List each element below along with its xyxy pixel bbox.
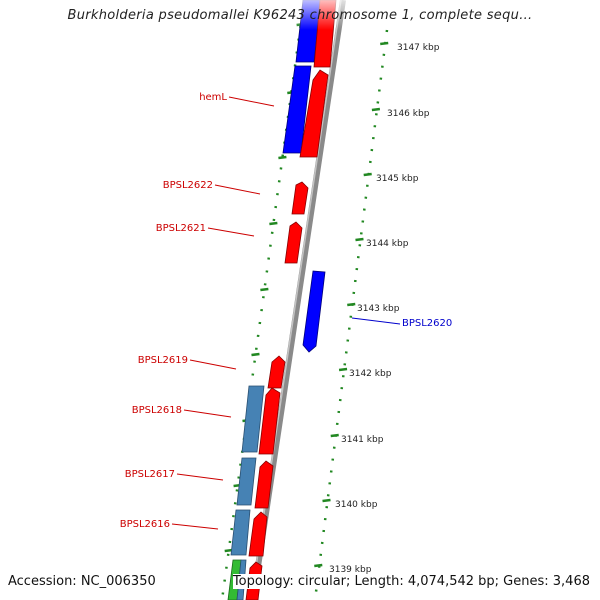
BPSL2618-gene[interactable] (258, 387, 281, 455)
BPSL2617-gene[interactable] (254, 460, 274, 509)
gene-label-BPSL2616[interactable]: BPSL2616 (120, 519, 170, 530)
accession-label: Accession: NC_006350 (8, 574, 156, 589)
feature-block-steelblue[interactable] (241, 385, 265, 453)
BPSL2616-leader (171, 523, 219, 530)
BPSL2620-leader (351, 317, 401, 325)
hemL-leader (228, 96, 275, 107)
feature-block-steelblue[interactable] (230, 509, 251, 556)
major-tick (338, 367, 348, 372)
major-tick (314, 563, 323, 568)
gene-label-BPSL2620[interactable]: BPSL2620 (402, 318, 452, 329)
BPSL2621-gene[interactable] (284, 221, 303, 264)
BPSL2619-leader (189, 359, 237, 370)
tick-label: 3144 kbp (366, 239, 409, 249)
gene-label-BPSL2622[interactable]: BPSL2622 (163, 180, 213, 191)
gene-label-BPSL2621[interactable]: BPSL2621 (156, 223, 206, 234)
major-tick (347, 302, 356, 307)
tick-labels: 3147 kbp 3146 kbp 3145 kbp 3144 kbp 3143… (329, 43, 440, 575)
tick-label: 3139 kbp (329, 565, 372, 575)
tick-label: 3142 kbp (349, 369, 392, 379)
tick-label: 3143 kbp (357, 304, 400, 314)
BPSL2621-leader (207, 227, 255, 237)
hemL-gene[interactable] (299, 69, 329, 158)
BPSL2618-leader (183, 409, 232, 418)
tick-label: 3140 kbp (335, 500, 378, 510)
major-tick (363, 172, 372, 177)
gene-labels: hemL BPSL2622 BPSL2621 BPSL2620 BPSL2619… (120, 92, 453, 530)
tick-label: 3147 kbp (397, 43, 440, 53)
gene-label-BPSL2619[interactable]: BPSL2619 (138, 355, 188, 366)
topology-label: Topology: circular; Length: 4,074,542 bp… (232, 574, 590, 589)
major-tick (371, 107, 381, 112)
major-tick (355, 237, 364, 242)
feature-track (227, 0, 337, 600)
BPSL2617-leader (176, 473, 224, 481)
tick-label: 3145 kbp (376, 174, 419, 184)
BPSL2619-gene[interactable] (267, 355, 286, 389)
major-tick (322, 498, 331, 503)
BPSL2616-gene[interactable] (248, 511, 268, 557)
label-leader-lines (171, 96, 401, 530)
feature-block-steelblue[interactable] (236, 457, 257, 506)
BPSL2622-gene[interactable] (291, 181, 309, 215)
tick-label: 3146 kbp (387, 109, 430, 119)
BPSL2620-gene[interactable] (302, 270, 326, 353)
major-tick (260, 287, 269, 292)
tick-label: 3141 kbp (341, 435, 384, 445)
tick-marks (314, 41, 389, 568)
major-tick (251, 352, 260, 357)
gene-label-hemL[interactable]: hemL (199, 92, 227, 103)
gene-label-BPSL2617[interactable]: BPSL2617 (125, 469, 175, 480)
gene-label-BPSL2618[interactable]: BPSL2618 (132, 405, 182, 416)
map-title: Burkholderia pseudomallei K96243 chromos… (67, 8, 533, 23)
major-tick (269, 221, 278, 226)
major-tick (330, 433, 339, 438)
major-tick (278, 155, 287, 160)
major-tick (380, 41, 389, 46)
BPSL2622-leader (214, 184, 261, 195)
title-fade (0, 0, 600, 30)
